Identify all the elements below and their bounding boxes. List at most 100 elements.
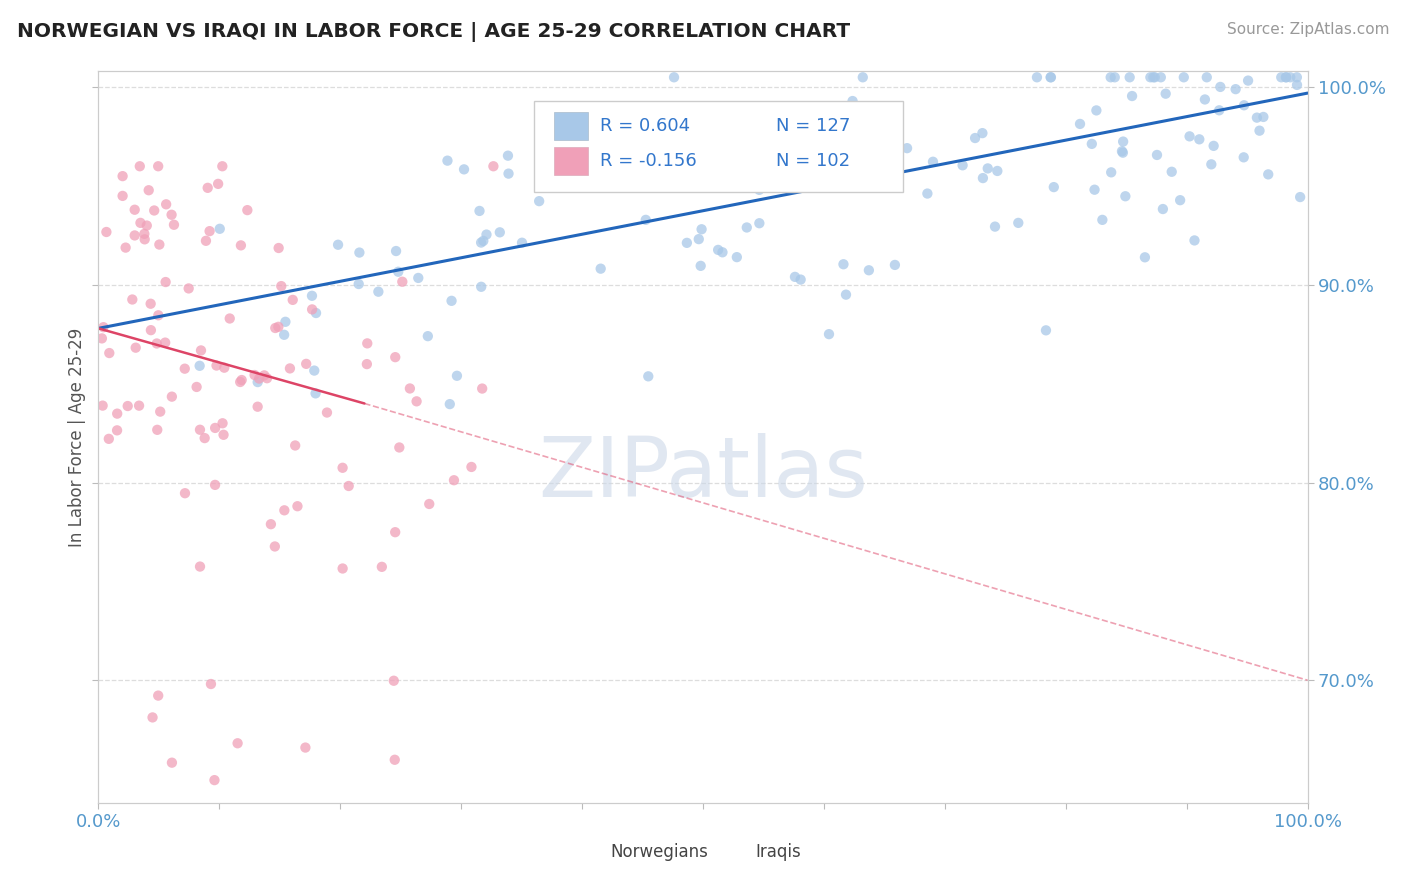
Point xyxy=(174,486,197,500)
Point xyxy=(662,70,685,85)
Point xyxy=(440,293,463,308)
Point xyxy=(139,323,162,337)
Point xyxy=(138,183,160,197)
Point xyxy=(1160,165,1182,179)
Point xyxy=(204,773,226,788)
Point xyxy=(273,327,295,342)
Point xyxy=(1143,70,1166,85)
Point xyxy=(194,431,217,445)
Point xyxy=(347,277,370,291)
Point xyxy=(1168,193,1191,207)
Point xyxy=(835,287,858,301)
Point xyxy=(301,302,323,317)
Point xyxy=(247,371,270,385)
Point xyxy=(1069,117,1091,131)
Point xyxy=(163,218,186,232)
Point xyxy=(263,540,285,554)
Point xyxy=(986,164,1008,178)
Point xyxy=(468,203,491,218)
Point xyxy=(1039,70,1062,85)
Point xyxy=(1209,79,1232,94)
Point xyxy=(748,216,770,230)
Point xyxy=(1246,111,1268,125)
Point xyxy=(460,459,482,474)
Point xyxy=(1279,70,1302,85)
Point xyxy=(972,171,994,186)
Point xyxy=(789,272,811,286)
FancyBboxPatch shape xyxy=(554,112,588,140)
Point xyxy=(274,315,297,329)
Point xyxy=(90,331,112,345)
Point xyxy=(496,149,519,163)
Point xyxy=(143,203,166,218)
Point xyxy=(139,297,162,311)
Point xyxy=(117,399,139,413)
Point xyxy=(111,189,134,203)
Point xyxy=(543,162,565,177)
Point xyxy=(1099,70,1122,85)
Point xyxy=(135,219,157,233)
Point xyxy=(332,460,354,475)
Point xyxy=(218,311,240,326)
Point xyxy=(527,194,550,209)
Point xyxy=(141,710,163,724)
Point xyxy=(1081,136,1104,151)
Point xyxy=(637,369,659,384)
Point xyxy=(439,397,461,411)
Point xyxy=(207,177,229,191)
Text: ZIPatlas: ZIPatlas xyxy=(538,434,868,514)
Text: NORWEGIAN VS IRAQI IN LABOR FORCE | AGE 25-29 CORRELATION CHART: NORWEGIAN VS IRAQI IN LABOR FORCE | AGE … xyxy=(17,22,851,42)
Point xyxy=(188,559,211,574)
Point xyxy=(405,394,427,409)
Point xyxy=(105,407,128,421)
Point xyxy=(186,380,208,394)
Point xyxy=(264,321,287,335)
Point xyxy=(391,275,413,289)
Point xyxy=(1285,70,1308,85)
Point xyxy=(197,181,219,195)
Point xyxy=(153,335,176,350)
Y-axis label: In Labor Force | Age 25-29: In Labor Force | Age 25-29 xyxy=(67,327,86,547)
Text: N = 127: N = 127 xyxy=(776,117,849,136)
Point xyxy=(1233,98,1256,112)
Point xyxy=(149,404,172,418)
Point xyxy=(1035,323,1057,337)
Point xyxy=(198,224,221,238)
Point xyxy=(1146,148,1168,162)
Point xyxy=(1253,110,1275,124)
Point xyxy=(1133,250,1156,264)
Point xyxy=(852,70,875,85)
Point xyxy=(1194,93,1216,107)
Point xyxy=(1043,180,1066,194)
Point xyxy=(488,225,510,239)
Point xyxy=(316,405,339,419)
Point xyxy=(1275,70,1298,85)
Point xyxy=(229,238,252,252)
Point xyxy=(1208,103,1230,118)
Point xyxy=(453,162,475,177)
Point xyxy=(93,320,115,334)
Point xyxy=(1289,190,1312,204)
Point xyxy=(965,131,987,145)
Point xyxy=(818,327,841,342)
Point xyxy=(1201,157,1223,171)
Point xyxy=(146,336,169,351)
Point xyxy=(1150,70,1173,85)
Point xyxy=(1121,89,1143,103)
Point xyxy=(208,221,231,235)
Point xyxy=(1112,145,1135,160)
Point xyxy=(287,500,309,514)
Point xyxy=(399,382,422,396)
Point xyxy=(177,281,200,295)
Point xyxy=(146,423,169,437)
Point xyxy=(619,112,641,126)
Point xyxy=(295,357,318,371)
Point xyxy=(1085,103,1108,118)
Point xyxy=(1202,139,1225,153)
Point xyxy=(472,234,495,248)
Point xyxy=(1184,234,1206,248)
Point xyxy=(977,161,1000,176)
Point xyxy=(1112,135,1135,149)
Point xyxy=(121,293,143,307)
Text: R = -0.156: R = -0.156 xyxy=(600,153,697,170)
